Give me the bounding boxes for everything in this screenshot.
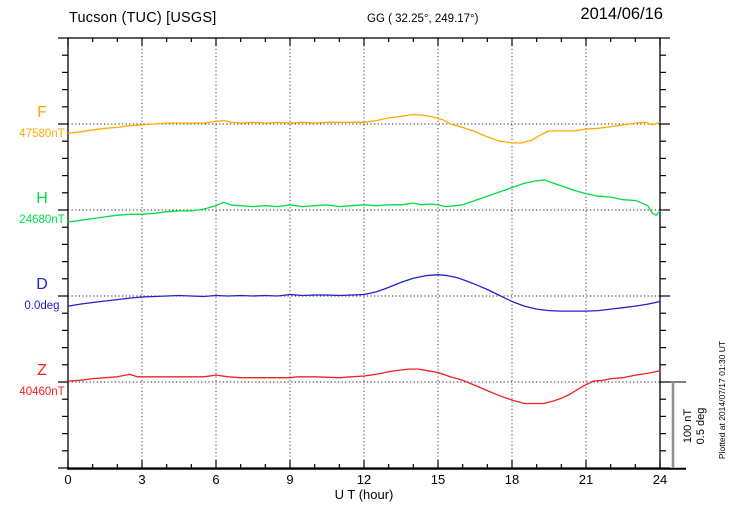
x-tick-label: 15 [431,472,445,487]
series-letter-D: D [36,276,48,293]
trace-D [67,274,661,312]
trace-Z [67,368,661,405]
series-letter-F: F [37,104,47,121]
scale-bar-deg-label: 0.5 deg [695,407,707,445]
x-tick-label: 24 [653,472,667,487]
series-baseline-H: 24680nT [19,214,65,226]
scale-bar-label: 100 nT 0.5 deg [682,408,708,445]
x-tick-label: 6 [212,472,219,487]
plotted-at-note: Plotted at 2014/07/17 01:30 UT [717,340,727,460]
x-tick-label: 18 [505,472,519,487]
x-tick-label: 0 [64,472,71,487]
series-baseline-D: 0.0deg [24,300,60,312]
trace-H [67,179,661,223]
page-title: Tucson (TUC) [USGS] [69,10,217,26]
scale-bar-nt-label: 100 nT [681,408,694,444]
x-tick-label: 9 [286,472,293,487]
series-letter-H: H [36,190,48,207]
series-letter-Z: Z [37,362,47,379]
x-tick-label: 3 [138,472,145,487]
x-axis-label: U T (hour) [334,487,394,502]
x-tick-label: 21 [579,472,593,487]
station-coordinates: GG ( 32.25°, 249.17°) [367,13,479,25]
series-baseline-Z: 40460nT [19,386,65,398]
observation-date: 2014/06/16 [580,5,663,23]
x-tick-label: 12 [357,472,371,487]
series-baseline-F: 47580nT [19,128,65,140]
plot-frame [67,37,661,469]
trace-F [67,113,661,144]
